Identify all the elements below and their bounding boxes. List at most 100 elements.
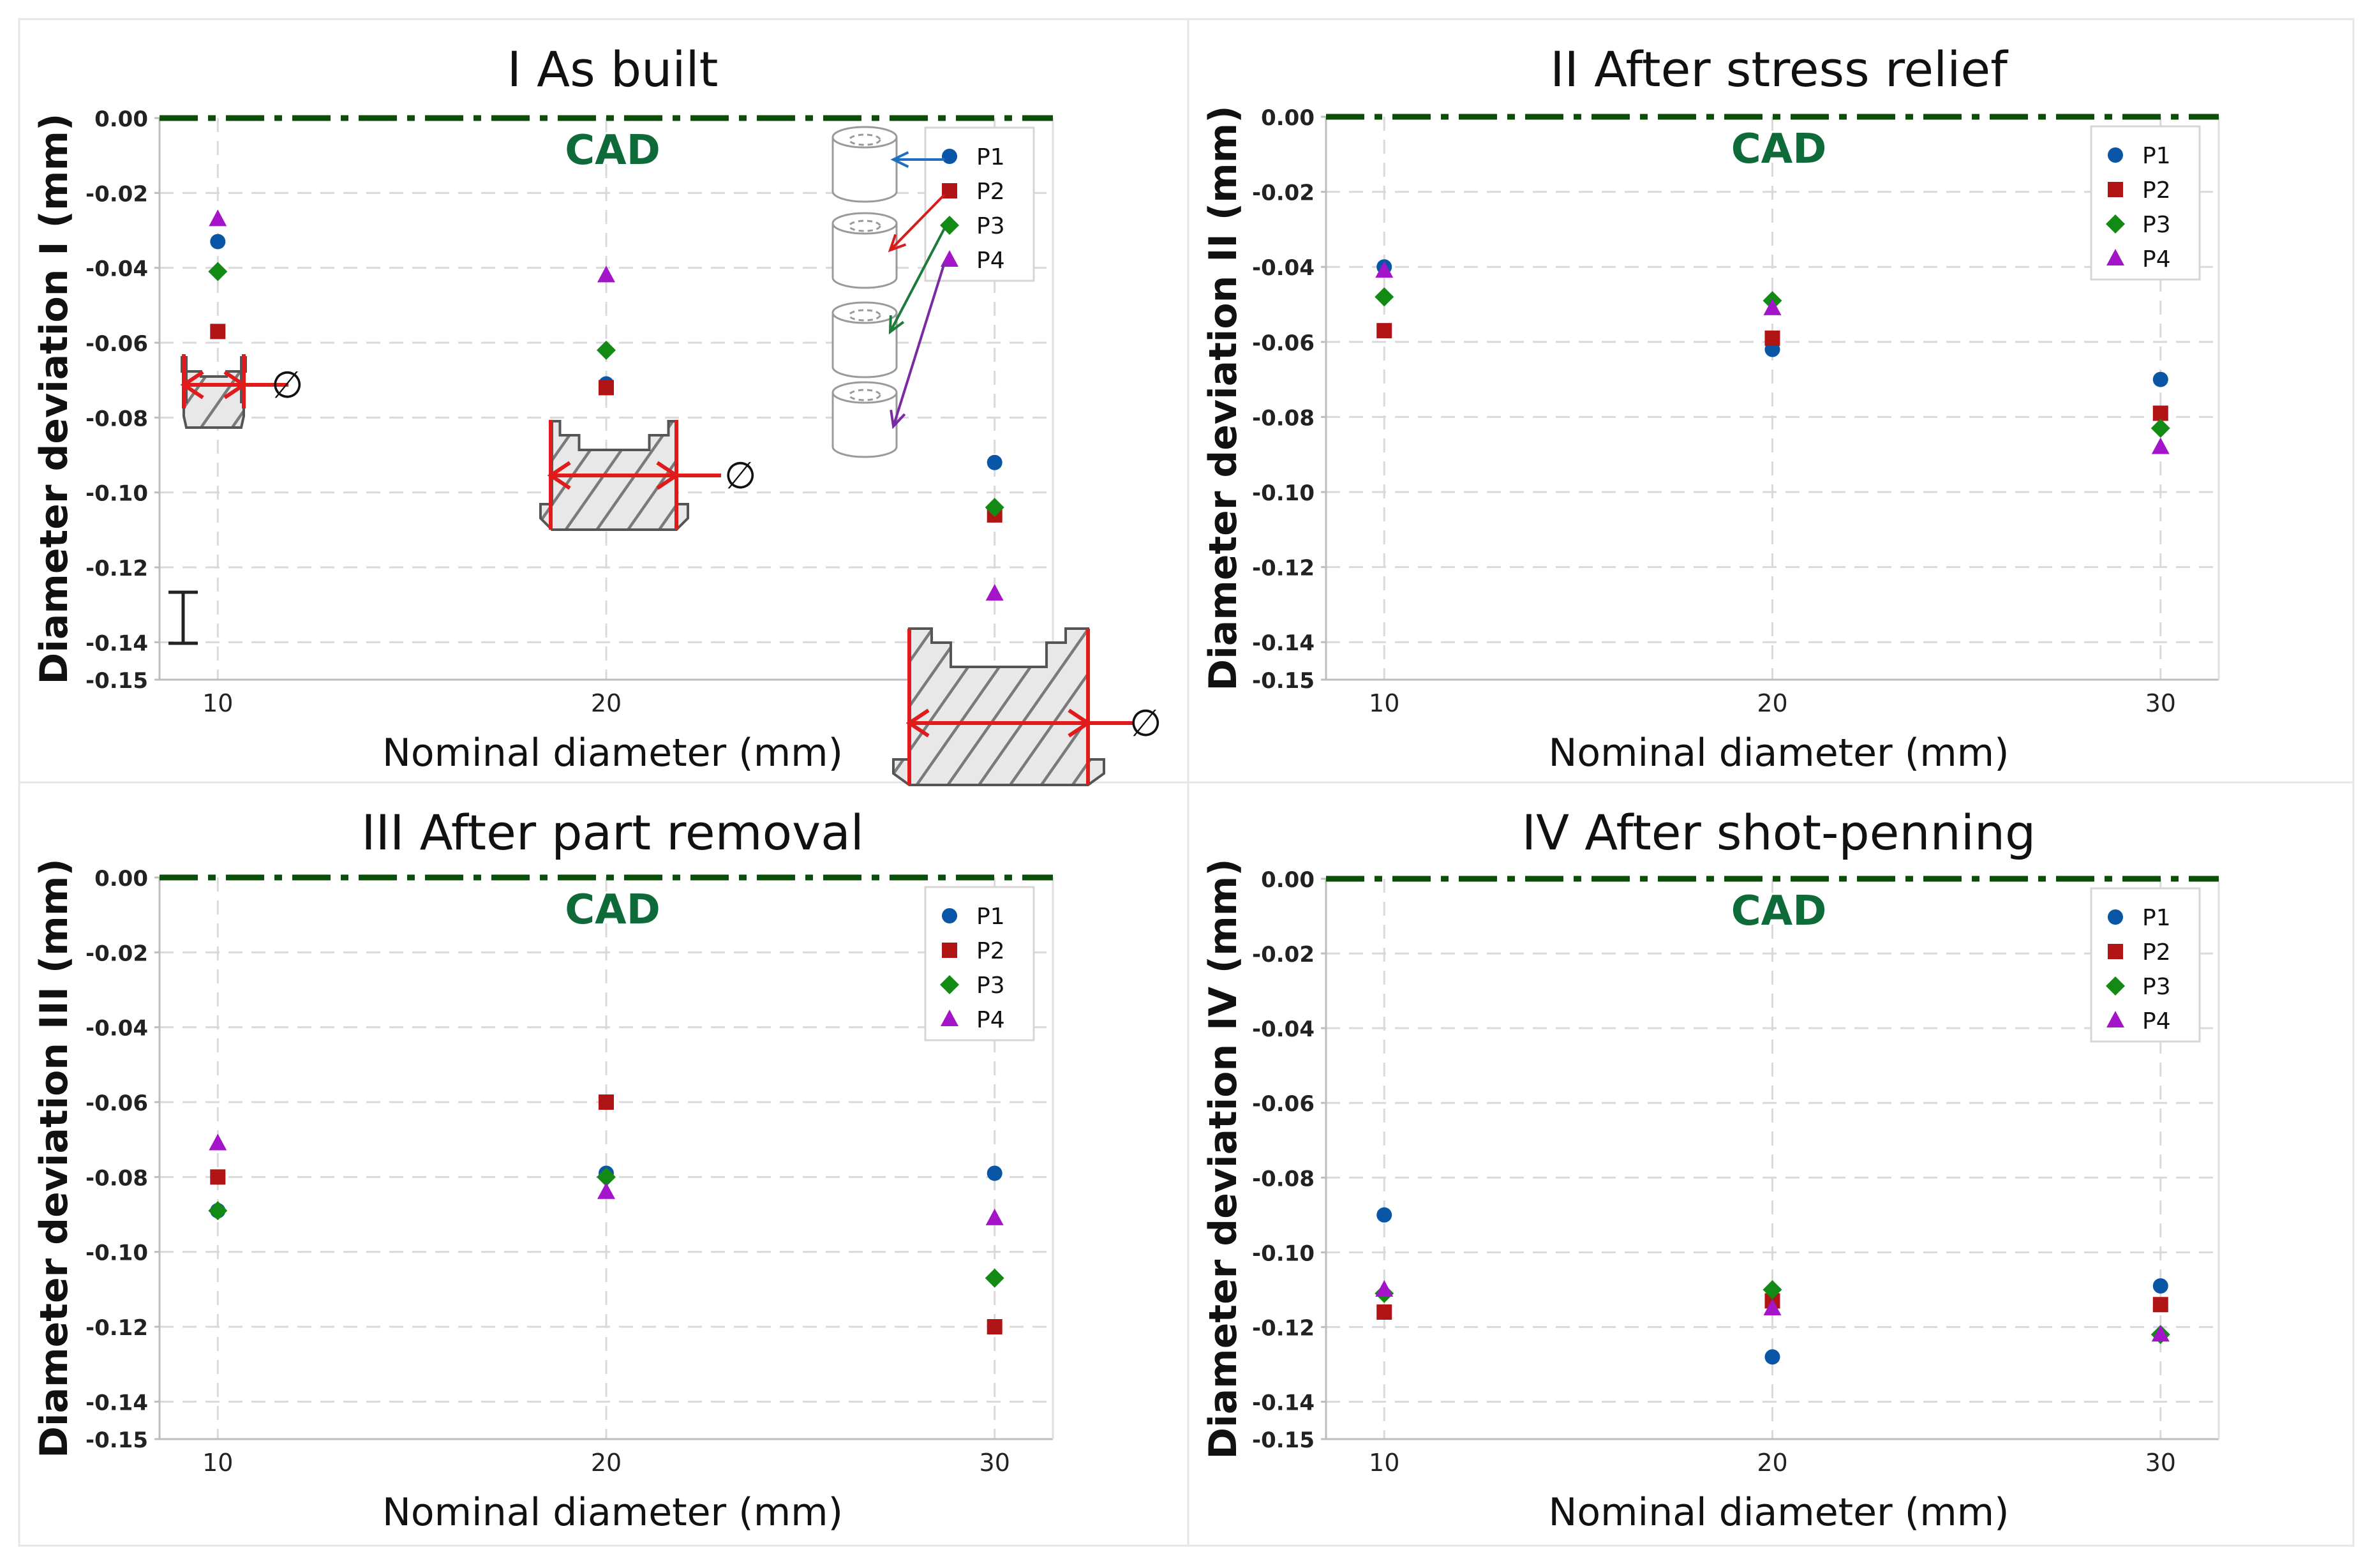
- data-point-p3: [1763, 1280, 1782, 1299]
- data-point-p2: [210, 324, 226, 340]
- x-tick-label: 20: [591, 689, 622, 717]
- dimension-arrowhead: [1068, 708, 1092, 738]
- y-tick-label: -0.10: [1252, 1241, 1315, 1266]
- y-tick-label: -0.06: [86, 331, 148, 357]
- cylinder-3: [831, 301, 898, 378]
- legend-marker-p2: [942, 943, 957, 958]
- chart-panel-1: CAD 0.00 -0.02 -0.04 -0.06 -0.08 -0.10 -0.12 -0.…: [18, 18, 1189, 784]
- data-point-p1: [1764, 1349, 1780, 1365]
- legend-label-p1: P1: [976, 904, 1005, 930]
- cad-label: CAD: [1731, 888, 1827, 935]
- y-tick-label: -0.08: [86, 406, 148, 431]
- legend-label-p1: P1: [976, 144, 1005, 170]
- scale-bar: [168, 590, 198, 645]
- y-tick-label: -0.08: [86, 1165, 148, 1191]
- x-tick-label: 10: [1369, 1449, 1399, 1477]
- x-tick-label: 10: [1369, 689, 1399, 717]
- cad-label: CAD: [565, 886, 660, 934]
- y-tick-label: -0.12: [1252, 556, 1315, 581]
- legend-marker-p4: [941, 1010, 958, 1026]
- legend-label-p4: P4: [2142, 1008, 2171, 1034]
- data-point-p2: [1764, 330, 1780, 346]
- data-point-p4: [209, 209, 227, 227]
- x-axis-title: Nominal diameter (mm): [1548, 731, 2009, 775]
- legend: P1 P2 P3 P4: [2090, 887, 2201, 1043]
- arrow-shaft: [889, 193, 946, 251]
- legend-label-p3: P3: [2142, 974, 2171, 1000]
- y-tick-label: 0.00: [94, 866, 148, 892]
- legend-arrow-p1: [890, 151, 944, 168]
- legend-arrow-p2: [888, 193, 946, 253]
- arrow-shaft: [889, 228, 946, 332]
- cylinder-body: [831, 392, 898, 458]
- x-tick-label: 30: [2145, 689, 2176, 717]
- data-point-p2: [1376, 1304, 1392, 1320]
- y-tick-label: -0.10: [86, 1241, 148, 1266]
- legend-marker-p2: [2108, 944, 2123, 959]
- cad-label: CAD: [1731, 126, 1827, 173]
- y-tick-label: -0.15: [1252, 668, 1315, 694]
- y-tick-label: 0.00: [1261, 867, 1315, 893]
- data-point-p3: [597, 340, 616, 360]
- legend-label-p3: P3: [976, 213, 1005, 239]
- legend: P1 P2 P3 P4: [2090, 125, 2201, 281]
- diameter-symbol: ∅: [1129, 701, 1162, 745]
- x-tick-label: 20: [1757, 1449, 1787, 1477]
- cylinder-body: [831, 223, 898, 289]
- arrow-head: [888, 234, 907, 253]
- y-tick-label: -0.02: [86, 181, 148, 207]
- y-tick-label: -0.02: [1252, 181, 1315, 206]
- chart-panel-3: CAD 0.00 -0.02 -0.04 -0.06 -0.08 -0.10 -0.12 -0.…: [18, 781, 1189, 1547]
- data-point-p2: [987, 1319, 1002, 1334]
- cylinder-top: [831, 212, 898, 235]
- y-tick-label: -0.15: [86, 1428, 148, 1453]
- y-tick-label: -0.02: [1252, 942, 1315, 967]
- y-axis-title: Diameter deviation III (mm): [32, 858, 77, 1458]
- cylinder-body: [831, 313, 898, 378]
- data-point-p4: [1375, 261, 1394, 278]
- legend-marker-p4: [941, 250, 958, 267]
- data-point-p3: [2150, 419, 2170, 438]
- chart-title: IV After shot-penning: [1522, 804, 2036, 861]
- data-point-p3: [985, 498, 1004, 518]
- y-tick-label: -0.10: [86, 481, 148, 507]
- legend-label-p2: P2: [976, 938, 1005, 964]
- x-tick-label: 10: [202, 1449, 233, 1477]
- data-point-p4: [985, 1208, 1004, 1225]
- y-tick-label: -0.06: [86, 1091, 148, 1116]
- y-tick-label: -0.06: [1252, 331, 1315, 356]
- chart-title: III After part removal: [361, 804, 864, 861]
- inset-dimension-10mm: ∅: [180, 354, 304, 408]
- data-point-p2: [210, 1169, 226, 1185]
- data-point-p1: [987, 454, 1002, 470]
- legend-arrow-p3: [888, 228, 946, 335]
- y-tick-label: -0.08: [1252, 405, 1315, 431]
- dimension-arrowhead: [180, 370, 204, 399]
- legend-label-p3: P3: [976, 973, 1005, 999]
- x-tick-label: 20: [1757, 689, 1787, 717]
- y-tick-label: -0.04: [86, 257, 148, 282]
- y-tick-label: -0.04: [1252, 1017, 1315, 1042]
- y-tick-label: 0.00: [1261, 105, 1315, 131]
- y-tick-label: -0.10: [1252, 481, 1315, 506]
- dimension-arrowhead: [906, 708, 930, 738]
- y-tick-label: -0.12: [86, 1315, 148, 1341]
- data-point-p4: [1375, 1280, 1394, 1297]
- y-axis-title: Diameter deviation I (mm): [32, 114, 77, 685]
- arrow-shaft: [892, 262, 946, 427]
- legend-label-p4: P4: [976, 248, 1005, 274]
- legend-arrow-p4: [890, 262, 946, 429]
- legend-marker-p4: [2106, 249, 2124, 265]
- cylinder-4: [831, 381, 898, 458]
- legend-marker-p1: [2108, 147, 2123, 163]
- cylinder-bore: [848, 220, 881, 232]
- x-axis-title: Nominal diameter (mm): [1548, 1490, 2009, 1535]
- data-point-p2: [599, 380, 614, 396]
- legend-marker-p1: [942, 908, 957, 923]
- panel-border: [1187, 781, 2355, 1547]
- cylinder-1: [831, 126, 898, 203]
- inset-dimension-20mm: ∅: [547, 420, 757, 530]
- data-point-p3: [208, 262, 228, 281]
- legend-marker-p3: [2106, 214, 2125, 234]
